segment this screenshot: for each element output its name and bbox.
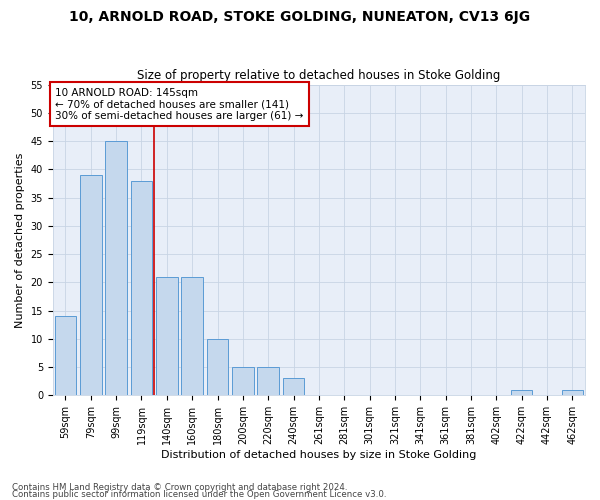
Bar — [181, 276, 203, 396]
Text: Contains public sector information licensed under the Open Government Licence v3: Contains public sector information licen… — [12, 490, 386, 499]
Text: Contains HM Land Registry data © Crown copyright and database right 2024.: Contains HM Land Registry data © Crown c… — [12, 484, 347, 492]
Bar — [106, 141, 127, 396]
Title: Size of property relative to detached houses in Stoke Golding: Size of property relative to detached ho… — [137, 69, 500, 82]
Bar — [562, 390, 583, 396]
Bar — [80, 175, 101, 396]
Bar — [156, 276, 178, 396]
Bar — [511, 390, 532, 396]
Bar — [131, 180, 152, 396]
Text: 10, ARNOLD ROAD, STOKE GOLDING, NUNEATON, CV13 6JG: 10, ARNOLD ROAD, STOKE GOLDING, NUNEATON… — [70, 10, 530, 24]
Bar — [232, 367, 254, 396]
Y-axis label: Number of detached properties: Number of detached properties — [15, 152, 25, 328]
Bar — [55, 316, 76, 396]
Bar — [283, 378, 304, 396]
Bar — [257, 367, 279, 396]
Bar — [207, 339, 228, 396]
X-axis label: Distribution of detached houses by size in Stoke Golding: Distribution of detached houses by size … — [161, 450, 476, 460]
Text: 10 ARNOLD ROAD: 145sqm
← 70% of detached houses are smaller (141)
30% of semi-de: 10 ARNOLD ROAD: 145sqm ← 70% of detached… — [55, 88, 304, 121]
